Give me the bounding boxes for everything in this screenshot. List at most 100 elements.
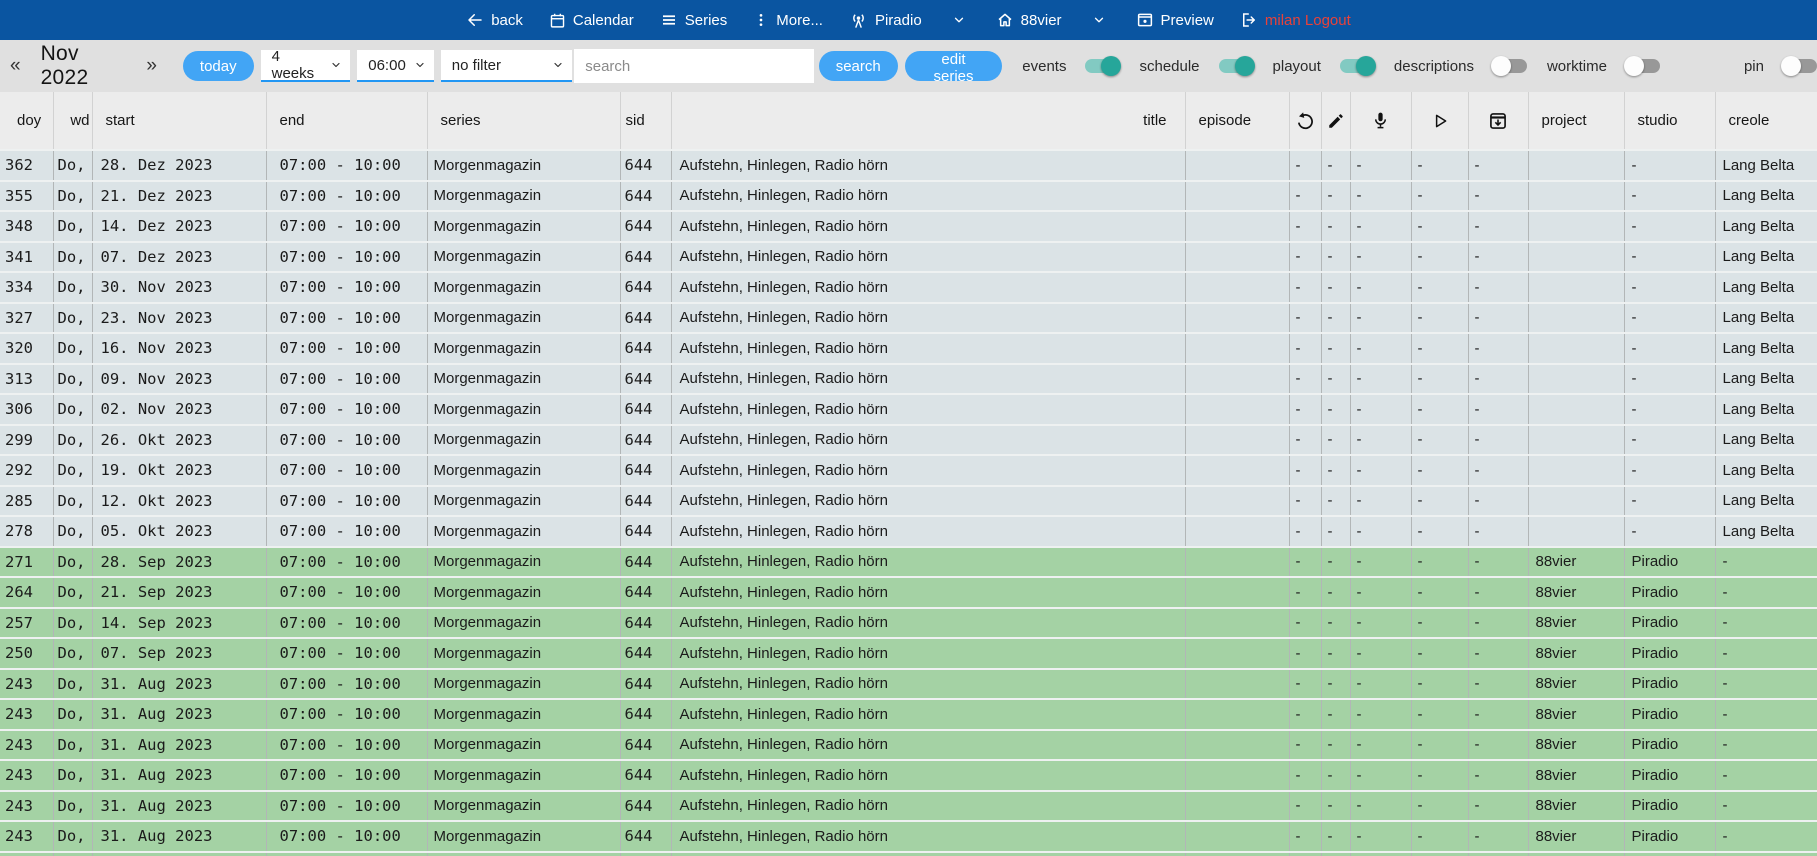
cell-weekday: Do,: [53, 728, 93, 760]
cell-sid: 644: [620, 515, 672, 547]
descriptions-toggle-switch[interactable]: [1490, 56, 1527, 76]
cell-undo-status: -: [1289, 240, 1322, 272]
schedule-row[interactable]: 271 Do, 28. Sep 2023 07:00 - 10:00 Morge…: [0, 545, 1817, 577]
schedule-row[interactable]: 243 Do, 31. Aug 2023 07:00 - 10:00 Morge…: [0, 698, 1817, 730]
schedule-row[interactable]: 341 Do, 07. Dez 2023 07:00 - 10:00 Morge…: [0, 240, 1817, 272]
nav-piradio[interactable]: Piradio: [849, 11, 922, 30]
cell-undo-status: -: [1289, 210, 1322, 242]
prev-month-button[interactable]: «: [10, 55, 21, 76]
toggle-events: events: [1022, 56, 1122, 76]
time-select[interactable]: 06:00: [357, 50, 434, 82]
cell-time-range: 07:00 - 10:00: [266, 454, 428, 486]
cell-studio: -: [1624, 332, 1716, 364]
schedule-row[interactable]: 264 Do, 21. Sep 2023 07:00 - 10:00 Morge…: [0, 576, 1817, 608]
cell-time-range: 07:00 - 10:00: [266, 789, 428, 821]
range-select[interactable]: 4 weeks: [260, 48, 351, 82]
cell-project: [1528, 850, 1625, 856]
nav-preview[interactable]: Preview: [1136, 11, 1214, 29]
schedule-row[interactable]: 285 Do, 12. Okt 2023 07:00 - 10:00 Morge…: [0, 484, 1817, 516]
calendar-icon: [549, 12, 566, 29]
cell-undo-status: -: [1289, 789, 1322, 821]
cell-record-status: -: [1350, 545, 1412, 577]
cell-weekday: Do,: [53, 637, 93, 669]
nav-calendar[interactable]: Calendar: [549, 12, 634, 29]
pin-toggle-switch[interactable]: [1781, 56, 1817, 76]
cell-weekday: Do,: [53, 332, 93, 364]
cell-weekday: Do,: [53, 240, 93, 272]
worktime-toggle-switch[interactable]: [1623, 56, 1660, 76]
cell-undo-status: [1289, 850, 1322, 856]
schedule-row[interactable]: 243 Do, 31. Aug 2023 07:00 - 10:00 Morge…: [0, 820, 1817, 852]
schedule-row[interactable]: 334 Do, 30. Nov 2023 07:00 - 10:00 Morge…: [0, 271, 1817, 303]
cell-series: Morgenmagazin: [427, 637, 621, 669]
schedule-row[interactable]: 320 Do, 16. Nov 2023 07:00 - 10:00 Morge…: [0, 332, 1817, 364]
schedule-toggle-switch[interactable]: [1218, 56, 1255, 76]
cell-time-range: 07:00 - 10:00: [266, 637, 428, 669]
cell-weekday: Do,: [53, 423, 93, 455]
edit-series-button[interactable]: edit series: [904, 51, 1003, 85]
schedule-row[interactable]: 250 Do, 07. Sep 2023 07:00 - 10:00 Morge…: [0, 637, 1817, 669]
cell-archive-status: -: [1468, 362, 1529, 394]
cell-archive-status: -: [1468, 179, 1529, 211]
schedule-row[interactable]: 257 Do, 14. Sep 2023 07:00 - 10:00 Morge…: [0, 606, 1817, 638]
cell-studio: -: [1624, 301, 1716, 333]
cell-record-status: -: [1350, 759, 1412, 791]
more-label: More...: [776, 11, 823, 29]
cell-start-date: 07. Sep 2023: [92, 637, 267, 669]
cell-archive-status: -: [1468, 454, 1529, 486]
cell-edit-status: -: [1321, 271, 1351, 303]
cell-title: Aufstehn, Hinlegen, Radio hörn: [671, 545, 1186, 577]
cell-start-date: 28. Sep 2023: [92, 545, 267, 577]
next-month-button[interactable]: »: [146, 55, 157, 76]
nav-more[interactable]: More...: [753, 12, 823, 29]
cell-studio: Piradio: [1624, 667, 1716, 699]
today-button[interactable]: today: [182, 51, 254, 81]
schedule-row[interactable]: 243 Do, 31. Aug 2023 07:00 - 10:00 Morge…: [0, 728, 1817, 760]
schedule-row[interactable]: 292 Do, 19. Okt 2023 07:00 - 10:00 Morge…: [0, 454, 1817, 486]
cell-project: 88vier: [1528, 728, 1625, 760]
cell-play-status: -: [1411, 393, 1469, 425]
cell-doy: 243: [0, 667, 54, 699]
cell-studio: -: [1624, 149, 1716, 181]
search-input[interactable]: [574, 49, 814, 83]
cell-series: Morgenmagazin: [427, 545, 621, 577]
schedule-row[interactable]: 306 Do, 02. Nov 2023 07:00 - 10:00 Morge…: [0, 393, 1817, 425]
piradio-dropdown-chevron-icon[interactable]: [952, 13, 966, 27]
logout-button[interactable]: milan Logout: [1240, 11, 1351, 29]
cell-studio: -: [1624, 179, 1716, 211]
events-toggle-switch[interactable]: [1085, 56, 1122, 76]
cell-episode: [1185, 576, 1290, 608]
cell-creole: -: [1715, 728, 1817, 760]
station-dropdown-chevron-icon[interactable]: [1092, 13, 1106, 27]
cell-start-date: 21. Dez 2023: [92, 179, 267, 211]
cell-sid: [620, 850, 672, 856]
toggle-worktime: worktime: [1547, 56, 1660, 76]
cell-doy: 243: [0, 728, 54, 760]
cell-start-date: 12. Okt 2023: [92, 484, 267, 516]
cell-play-status: -: [1411, 698, 1469, 730]
cell-doy: 355: [0, 179, 54, 211]
schedule-row[interactable]: 243 Do, 31. Aug 2023 07:00 - 10:00 Morge…: [0, 759, 1817, 791]
schedule-row[interactable]: 355 Do, 21. Dez 2023 07:00 - 10:00 Morge…: [0, 179, 1817, 211]
schedule-row[interactable]: 362 Do, 28. Dez 2023 07:00 - 10:00 Morge…: [0, 149, 1817, 181]
cell-start-date: 31. Aug 2023: [92, 759, 267, 791]
nav-station[interactable]: 88vier: [996, 11, 1062, 29]
schedule-row[interactable]: 299 Do, 26. Okt 2023 07:00 - 10:00 Morge…: [0, 423, 1817, 455]
nav-series[interactable]: Series: [660, 11, 727, 29]
playout-toggle-switch[interactable]: [1339, 56, 1376, 76]
cell-episode: [1185, 210, 1290, 242]
schedule-row[interactable]: [0, 850, 1817, 856]
cell-edit-status: -: [1321, 423, 1351, 455]
schedule-row[interactable]: 278 Do, 05. Okt 2023 07:00 - 10:00 Morge…: [0, 515, 1817, 547]
cell-title: Aufstehn, Hinlegen, Radio hörn: [671, 789, 1186, 821]
cell-doy: 306: [0, 393, 54, 425]
schedule-row[interactable]: 313 Do, 09. Nov 2023 07:00 - 10:00 Morge…: [0, 362, 1817, 394]
schedule-row[interactable]: 243 Do, 31. Aug 2023 07:00 - 10:00 Morge…: [0, 789, 1817, 821]
cell-time-range: 07:00 - 10:00: [266, 667, 428, 699]
back-button[interactable]: back: [466, 11, 523, 29]
schedule-row[interactable]: 327 Do, 23. Nov 2023 07:00 - 10:00 Morge…: [0, 301, 1817, 333]
search-button[interactable]: search: [818, 51, 898, 81]
schedule-row[interactable]: 348 Do, 14. Dez 2023 07:00 - 10:00 Morge…: [0, 210, 1817, 242]
filter-select[interactable]: no filter: [440, 50, 573, 82]
schedule-row[interactable]: 243 Do, 31. Aug 2023 07:00 - 10:00 Morge…: [0, 667, 1817, 699]
